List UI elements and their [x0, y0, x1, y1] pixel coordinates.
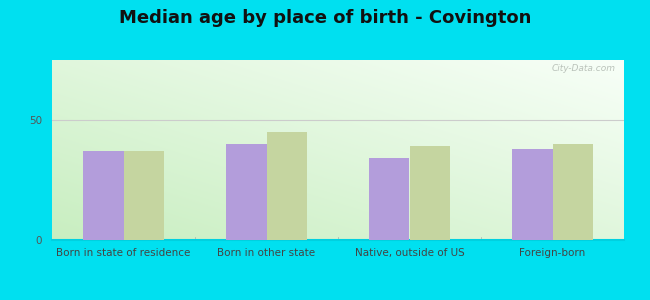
Bar	[226, 144, 266, 240]
Bar	[124, 151, 164, 240]
Text: City-Data.com: City-Data.com	[551, 64, 616, 73]
Bar	[410, 146, 450, 240]
Bar	[552, 144, 593, 240]
Bar	[83, 151, 124, 240]
Text: Median age by place of birth - Covington: Median age by place of birth - Covington	[119, 9, 531, 27]
Bar	[369, 158, 410, 240]
Bar	[512, 149, 552, 240]
Bar	[266, 132, 307, 240]
